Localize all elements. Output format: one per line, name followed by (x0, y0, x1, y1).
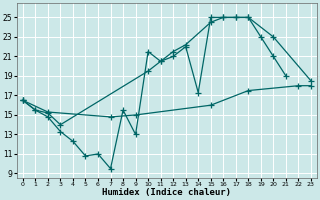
X-axis label: Humidex (Indice chaleur): Humidex (Indice chaleur) (102, 188, 231, 197)
